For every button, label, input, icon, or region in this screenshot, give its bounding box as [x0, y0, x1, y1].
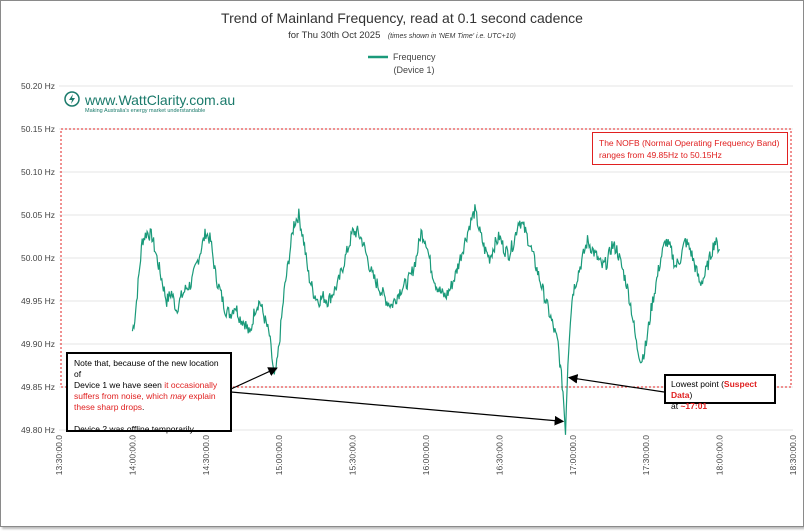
- x-tick-label: 16:00:00.0: [421, 435, 431, 475]
- x-tick-label: 18:30:00.0: [788, 435, 798, 475]
- x-tick-label: 15:30:00.0: [348, 435, 358, 475]
- y-tick-label: 50.15 Hz: [21, 124, 55, 134]
- note-text-red-2: suffers from noise, which: [74, 391, 171, 401]
- logo-tagline: Making Australia's energy market underst…: [85, 108, 206, 114]
- frequency-series-line: [131, 204, 721, 435]
- lowest-text-d: at: [671, 401, 681, 411]
- arrow-to-lowest-point: [567, 374, 665, 393]
- y-tick-label: 50.00 Hz: [21, 253, 55, 263]
- x-tick-label: 17:30:00.0: [641, 435, 651, 475]
- x-tick-label: 18:00:00.0: [715, 435, 725, 475]
- y-axis-labels: 49.80 Hz 49.85 Hz 49.90 Hz 49.95 Hz 50.00 Hz…: [21, 81, 55, 435]
- legend-sublabel: (Device 1): [393, 65, 434, 75]
- y-tick-label: 49.80 Hz: [21, 425, 55, 435]
- legend-label[interactable]: Frequency: [393, 52, 436, 62]
- x-tick-label: 17:00:00.0: [568, 435, 578, 475]
- note-device2: Device 2 was offline temporarily.: [74, 424, 196, 434]
- lowest-text-b: Suspect Data: [671, 379, 757, 400]
- x-tick-label: 16:30:00.0: [494, 435, 504, 475]
- note-text-red-4: these sharp drops: [74, 402, 143, 412]
- y-tick-label: 49.90 Hz: [21, 339, 55, 349]
- arrow-to-1500-drop: [230, 367, 278, 390]
- nofb-band: [60, 128, 792, 388]
- chart-subtitle-main: for Thu 30th Oct 2025: [288, 30, 380, 41]
- x-tick-label: 14:00:00.0: [127, 435, 137, 475]
- noise-note: Note that, because of the new location o…: [66, 352, 232, 434]
- chart-subtitle-note: (times shown in 'NEM Time' i.e. UTC+10): [388, 33, 516, 40]
- y-tick-label: 50.20 Hz: [21, 81, 55, 91]
- x-axis-labels: 13:30:00.0 14:00:00.0 14:30:00.0 15:00:00.0…: [54, 435, 798, 475]
- chart-subtitle: for Thu 30th Oct 2025 (times shown in 'N…: [288, 25, 516, 42]
- nofb-note-line2: ranges from 49.85Hz to 50.15Hz: [599, 150, 722, 160]
- x-tick-label: 13:30:00.0: [54, 435, 64, 475]
- y-tick-label: 50.10 Hz: [21, 167, 55, 177]
- x-tick-label: 14:30:00.0: [201, 435, 211, 475]
- note-text-red-1: it occasionally: [164, 380, 218, 390]
- note-text-red-3: explain: [186, 391, 216, 401]
- logo-brand: www.WattClarity.com.au: [85, 92, 236, 108]
- note-text-2: Device 1 we have seen: [74, 380, 165, 390]
- lowest-text-c: ): [689, 390, 693, 400]
- x-tick-label: 15:00:00.0: [274, 435, 284, 475]
- nofb-note: The NOFB (Normal Operating Frequency Ban…: [592, 132, 788, 165]
- chart-title: Trend of Mainland Frequency, read at 0.1…: [221, 10, 583, 26]
- note-text-end: .: [142, 402, 145, 412]
- lowest-text-e: ~17:01: [680, 401, 708, 411]
- lowest-text-a: Lowest point (: [671, 379, 724, 389]
- nofb-note-line1: The NOFB (Normal Operating Frequency Ban…: [599, 138, 780, 148]
- y-tick-label: 50.05 Hz: [21, 210, 55, 220]
- y-tick-label: 49.85 Hz: [21, 382, 55, 392]
- note-text-red-em: may: [170, 391, 187, 401]
- arrow-to-1700-drop: [230, 391, 565, 426]
- lightbulb-icon: [64, 91, 80, 107]
- lowest-point-note: Lowest point (Suspect Data) at ~17:01: [664, 374, 776, 411]
- note-text-1: Note that, because of the new location o…: [74, 358, 219, 379]
- y-tick-label: 49.95 Hz: [21, 296, 55, 306]
- wattclarity-logo: www.WattClarity.com.au Making Australia'…: [63, 91, 235, 114]
- annotation-arrows: [230, 367, 665, 426]
